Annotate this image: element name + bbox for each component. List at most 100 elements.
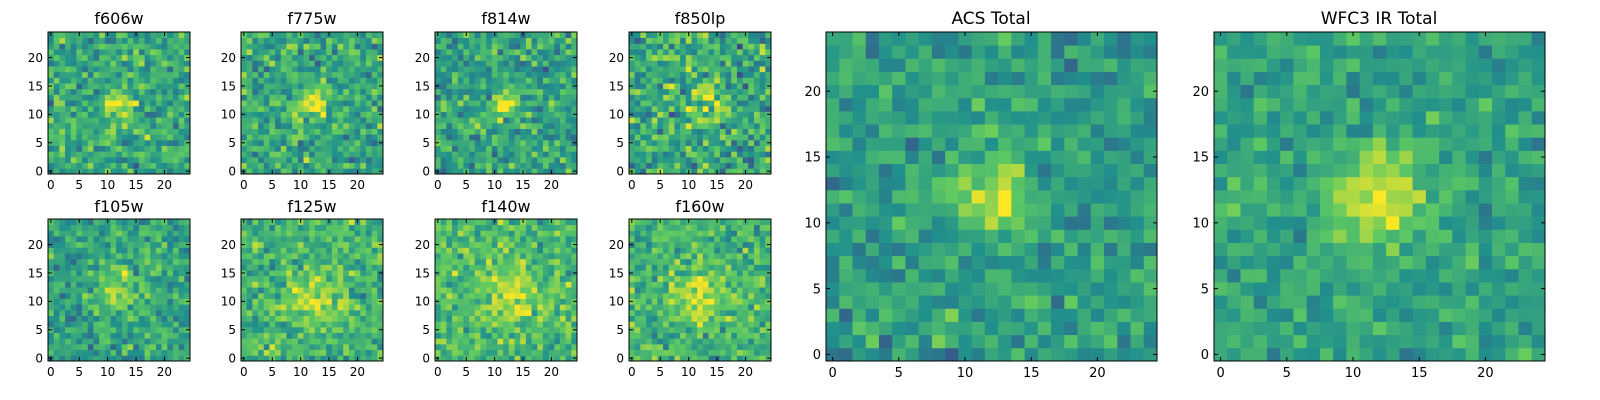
heatmap-cell (337, 298, 344, 305)
heatmap-cell (508, 122, 515, 129)
heatmap-cell (326, 66, 333, 73)
heatmap-cell (76, 298, 83, 305)
heatmap-cell (736, 77, 743, 84)
heatmap-cell (155, 83, 162, 90)
heatmap-cell (525, 117, 532, 124)
heatmap-cell (748, 100, 755, 107)
heatmap-cell (765, 281, 772, 288)
heatmap-cell (440, 94, 447, 101)
heatmap-cell (759, 275, 766, 282)
heatmap-cell (320, 253, 327, 260)
heatmap-cell (714, 343, 721, 351)
heatmap-cell (463, 338, 470, 345)
heatmap-cell (663, 270, 670, 277)
heatmap-cell (286, 253, 293, 260)
heatmap-cell (371, 94, 378, 101)
heatmap-cell (116, 60, 123, 67)
heatmap-cell (348, 100, 355, 107)
heatmap-cell (742, 156, 749, 164)
heatmap-cell (292, 88, 299, 95)
heatmap-cell (508, 258, 515, 265)
heatmap-cell (121, 168, 128, 175)
heatmap-cell (748, 156, 755, 164)
heatmap-cell (446, 100, 453, 107)
heatmap-cell (537, 105, 544, 112)
heatmap-cell (65, 88, 72, 95)
heatmap-cell (150, 139, 157, 146)
heatmap-cell (178, 111, 185, 118)
heatmap-cell (537, 66, 544, 73)
heatmap-cell (138, 43, 145, 50)
heatmap-cell (463, 43, 470, 50)
panel-title: f105w (94, 197, 143, 216)
heatmap-cell (246, 315, 253, 322)
heatmap-cell (702, 111, 709, 118)
heatmap-cell (70, 168, 77, 175)
heatmap-cell (184, 71, 191, 78)
heatmap-cell (172, 224, 180, 231)
heatmap-cell (542, 338, 549, 345)
heatmap-cell (435, 117, 442, 124)
heatmap-cell (110, 338, 117, 345)
heatmap-cell (53, 275, 60, 282)
heatmap-cell (59, 349, 66, 356)
heatmap-cell (303, 326, 310, 333)
heatmap-cell (469, 287, 476, 294)
heatmap-cell (748, 168, 755, 175)
heatmap-cell (76, 275, 83, 282)
heatmap-cell (525, 122, 532, 129)
heatmap-cell (365, 105, 373, 112)
heatmap-cell (127, 66, 134, 73)
heatmap-cell (657, 349, 664, 356)
heatmap-cell (161, 122, 168, 129)
heatmap-cell (640, 355, 647, 362)
heatmap-cell (759, 281, 766, 288)
heatmap-cell (736, 287, 743, 294)
heatmap-cell (514, 338, 521, 345)
heatmap-cell (365, 321, 373, 328)
heatmap-cell (559, 332, 567, 339)
heatmap-cell (725, 298, 732, 305)
heatmap-cell (452, 83, 459, 90)
heatmap-cell (178, 117, 185, 124)
heatmap-cell (668, 162, 675, 169)
heatmap-cell (486, 32, 493, 39)
heatmap-cell (65, 54, 72, 61)
heatmap-cell (486, 37, 493, 44)
heatmap-cell (280, 275, 287, 282)
heatmap-cell (343, 88, 350, 95)
heatmap-cell (480, 32, 487, 39)
heatmap-cell (263, 315, 270, 322)
heatmap-cell (87, 66, 94, 73)
heatmap-cell (178, 343, 185, 351)
heatmap-cell (280, 100, 287, 107)
heatmap-cell (133, 343, 140, 351)
heatmap-cell (663, 100, 670, 107)
heatmap-cell (104, 134, 111, 141)
heatmap-cell (668, 292, 675, 299)
heatmap-cell (314, 66, 321, 73)
heatmap-cell (269, 258, 276, 265)
heatmap-cell (651, 304, 658, 311)
heatmap-cell (167, 270, 174, 277)
heatmap-cell (167, 241, 174, 248)
heatmap-cell (714, 134, 721, 141)
heatmap-cell (116, 100, 123, 107)
heatmap-cell (172, 355, 180, 362)
heatmap-cell (167, 83, 174, 90)
heatmap-cell (474, 60, 481, 67)
heatmap-cell (167, 145, 174, 152)
heatmap-cell (127, 304, 134, 311)
heatmap-cell (503, 151, 510, 158)
heatmap-cell (252, 230, 259, 237)
heatmap-cell (520, 338, 527, 345)
heatmap-cell (474, 343, 481, 351)
heatmap-cell (280, 32, 287, 39)
heatmap-cell (87, 128, 94, 135)
heatmap-cell (348, 134, 355, 141)
heatmap-cell (736, 321, 743, 328)
heatmap-cell (314, 338, 321, 345)
x-tick-label: 5 (268, 178, 276, 192)
heatmap-cell (474, 309, 481, 316)
heatmap-cell (53, 287, 60, 294)
